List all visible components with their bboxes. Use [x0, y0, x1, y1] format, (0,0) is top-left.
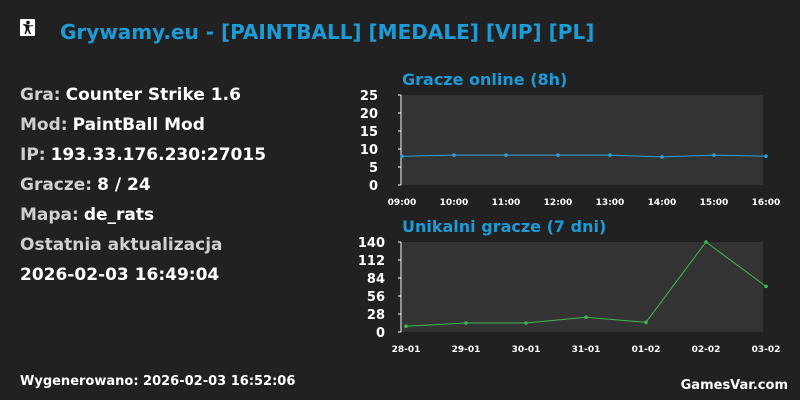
unique-x-tick-label: 30-01	[512, 345, 541, 355]
online-x-tick-label: 11:00	[492, 198, 521, 208]
players-label: Gracze:	[20, 175, 93, 195]
online-y-tick-label: 0	[369, 179, 378, 194]
page-title: Grywamy.eu - [PAINTBALL] [MEDALE] [VIP] …	[60, 20, 595, 44]
ip-label: IP:	[20, 145, 46, 165]
info-update-label: Ostatnia aktualizacja	[20, 235, 228, 255]
online-x-tick-label: 14:00	[648, 198, 677, 208]
online-x-tick-label: 09:00	[388, 198, 417, 208]
update-label: Ostatnia aktualizacja	[20, 235, 223, 255]
online-y-tick-label: 20	[360, 107, 378, 122]
info-players: Gracze: 8 / 24	[20, 175, 151, 195]
online-data-point	[452, 153, 456, 157]
update-value: 2026-02-03 16:49:04	[20, 265, 220, 285]
online-x-tick-label: 12:00	[544, 198, 573, 208]
unique-data-point	[524, 321, 528, 325]
unique-data-point	[644, 320, 648, 325]
unique-plot-area	[402, 242, 763, 332]
unique-y-tick-label: 28	[367, 308, 385, 323]
online-chart-title: Gracze online (8h)	[402, 70, 568, 89]
unique-y-tick-label: 0	[376, 326, 385, 341]
unique-y-tick-label: 56	[367, 290, 385, 305]
online-plot-area	[402, 95, 763, 185]
online-data-point	[712, 153, 716, 157]
generated-timestamp: Wygenerowano: 2026-02-03 16:52:06	[20, 374, 296, 389]
online-x-tick-label: 16:00	[752, 198, 781, 208]
info-update-value: 2026-02-03 16:49:04	[20, 265, 219, 285]
map-value: de_rats	[83, 205, 155, 225]
online-y-tick-label: 5	[369, 161, 378, 176]
players-value: 8 / 24	[97, 175, 151, 195]
online-data-point	[556, 153, 560, 157]
info-game: Gra: Counter Strike 1.6	[20, 85, 241, 105]
unique-data-point	[404, 324, 408, 329]
online-series-line	[401, 154, 767, 158]
brand-label: GamesVar.com	[680, 378, 788, 393]
unique-y-tick-label: 112	[358, 254, 385, 269]
unique-data-point	[704, 240, 708, 244]
game-value: Counter Strike 1.6	[65, 85, 241, 105]
online-y-tick-label: 25	[360, 89, 378, 104]
unique-chart-title: Unikalni gracze (7 dni)	[402, 217, 607, 236]
online-data-point	[504, 153, 508, 157]
map-label: Mapa:	[20, 205, 79, 225]
unique-x-tick-label: 28-01	[392, 345, 421, 355]
online-x-tick-label: 10:00	[440, 198, 469, 208]
unique-data-point	[464, 321, 468, 325]
unique-y-tick-label: 84	[367, 272, 385, 287]
online-data-point	[660, 155, 664, 159]
online-y-tick-label: 15	[360, 125, 378, 140]
unique-y-tick-label: 140	[358, 236, 385, 251]
online-x-tick-label: 13:00	[596, 198, 625, 208]
online-x-tick-label: 15:00	[700, 198, 729, 208]
unique-x-tick-label: 03-02	[752, 345, 781, 355]
unique-data-point	[764, 284, 768, 289]
online-data-point	[608, 153, 612, 157]
unique-x-tick-label: 29-01	[452, 345, 481, 355]
unique-data-point	[584, 315, 588, 320]
online-y-tick-label: 10	[360, 143, 378, 158]
info-map: Mapa: de_rats	[20, 205, 154, 225]
unique-x-tick-label: 02-02	[692, 345, 721, 355]
online-data-point	[764, 154, 768, 158]
info-mod: Mod: PaintBall Mod	[20, 115, 205, 135]
ip-value: 193.33.176.230:27015	[50, 145, 267, 165]
mod-label: Mod:	[20, 115, 68, 135]
mod-value: PaintBall Mod	[72, 115, 205, 135]
info-ip: IP: 193.33.176.230:27015	[20, 145, 266, 165]
online-data-point	[400, 154, 404, 158]
unique-x-tick-label: 31-01	[572, 345, 601, 355]
game-label: Gra:	[20, 85, 61, 105]
counter-strike-icon	[20, 19, 35, 36]
unique-x-tick-label: 01-02	[632, 345, 661, 355]
